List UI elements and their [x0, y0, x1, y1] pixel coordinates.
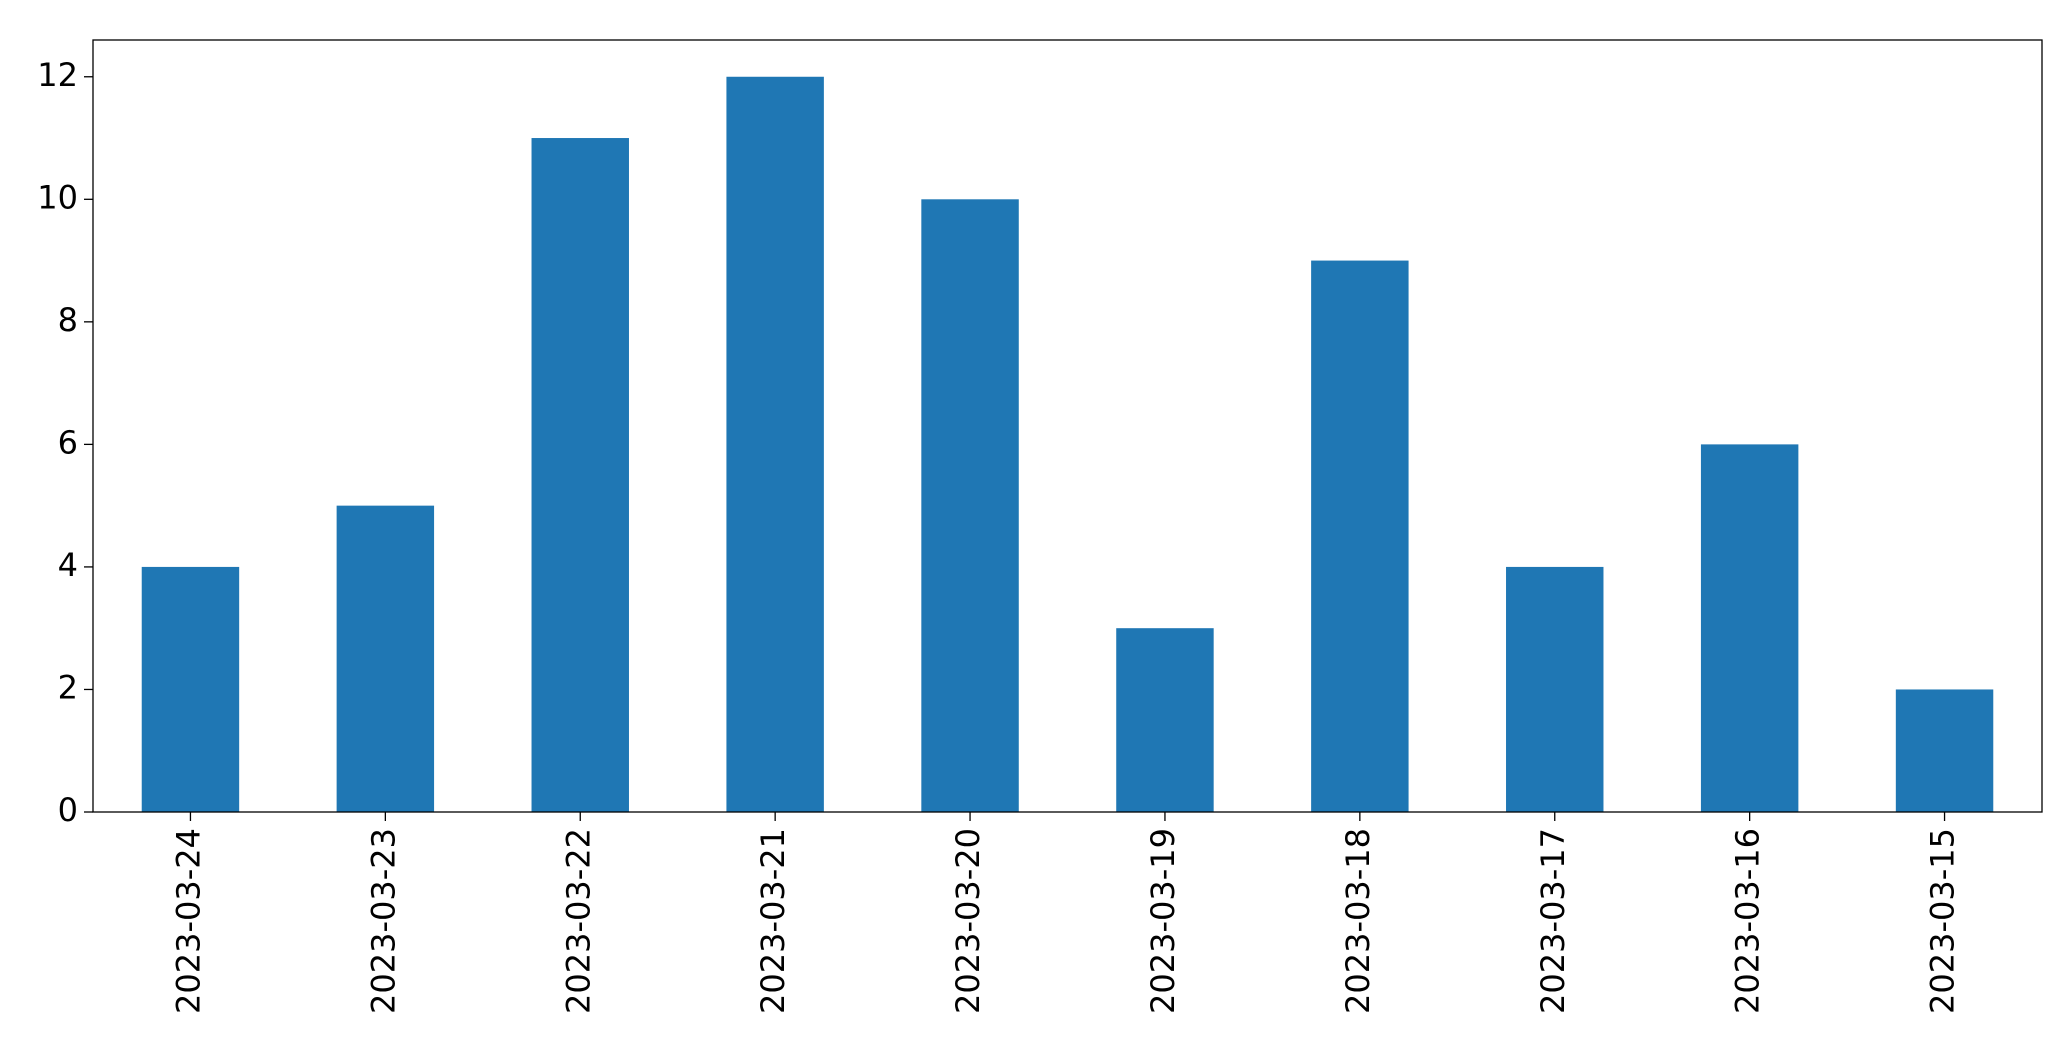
bar: [726, 76, 824, 812]
y-tick-label: 0: [58, 791, 78, 829]
bar: [531, 138, 629, 813]
x-tick-label: 2023-03-21: [754, 828, 792, 1014]
y-tick-label: 6: [58, 423, 78, 461]
x-tick-label: 2023-03-19: [1144, 828, 1182, 1014]
bar: [336, 505, 435, 812]
y-tick-label: 12: [37, 56, 78, 94]
x-tick-label: 2023-03-15: [1924, 828, 1962, 1014]
x-tick-label: 2023-03-20: [949, 828, 987, 1014]
bar: [1311, 260, 1409, 813]
plot-frame: [92, 39, 2043, 813]
bar: [1116, 628, 1214, 812]
bar: [1506, 566, 1604, 812]
y-tick-label: 2: [58, 668, 78, 706]
y-tick-label: 4: [58, 546, 78, 584]
bar: [921, 199, 1019, 813]
x-tick-label: 2023-03-18: [1339, 828, 1377, 1014]
x-tick-label: 2023-03-17: [1534, 828, 1572, 1014]
bar: [1700, 444, 1799, 812]
x-tick-label: 2023-03-23: [364, 828, 402, 1014]
x-tick-label: 2023-03-16: [1729, 828, 1767, 1014]
y-tick-label: 10: [37, 178, 78, 216]
y-tick-label: 8: [58, 301, 78, 339]
x-tick-label: 2023-03-24: [169, 828, 207, 1014]
bar: [1895, 689, 1994, 812]
x-tick-label: 2023-03-22: [559, 828, 597, 1014]
bar: [141, 566, 240, 812]
